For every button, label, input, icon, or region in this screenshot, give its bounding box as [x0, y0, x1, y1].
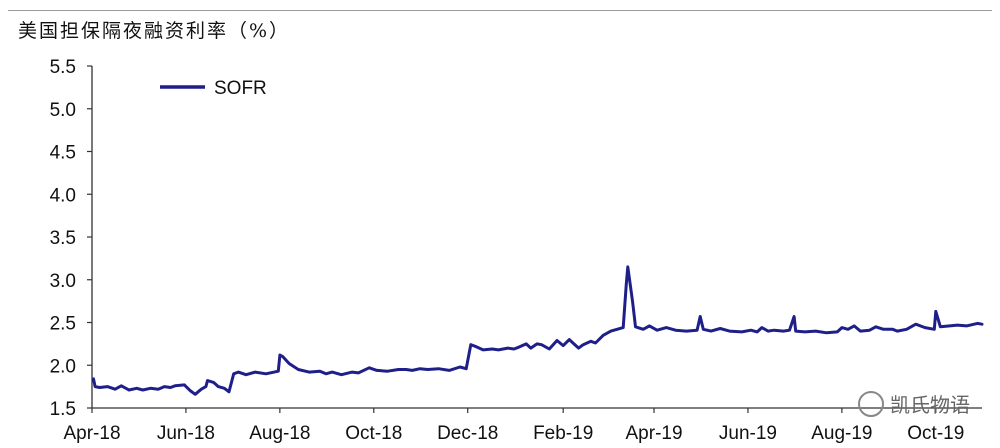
- x-tick-label: Dec-18: [437, 423, 498, 444]
- y-tick-label: 5.5: [50, 57, 76, 78]
- watermark-text: 凯氏物语: [890, 393, 970, 417]
- y-tick-label: 1.5: [50, 399, 76, 420]
- x-tick-label: Apr-18: [63, 423, 120, 444]
- wechat-icon: [858, 390, 884, 417]
- x-tick-label: Jun-18: [157, 423, 215, 444]
- x-tick-label: Oct-19: [907, 423, 964, 444]
- y-tick-label: 5.0: [50, 100, 76, 121]
- watermark: 凯氏物语: [858, 389, 970, 418]
- y-tick-label: 4.0: [50, 185, 76, 206]
- top-rule: [8, 10, 992, 11]
- y-tick-label: 2.0: [50, 356, 76, 377]
- x-tick-label: Aug-19: [811, 423, 872, 444]
- legend-label: SOFR: [214, 78, 267, 99]
- y-tick-label: 3.5: [50, 228, 76, 249]
- x-tick-label: Jun-19: [719, 423, 777, 444]
- x-tick-label: Apr-19: [626, 423, 683, 444]
- x-tick-label: Oct-18: [345, 423, 402, 444]
- x-tick-label: Aug-18: [249, 423, 310, 444]
- y-tick-label: 3.0: [50, 271, 76, 292]
- y-tick-label: 2.5: [50, 314, 76, 335]
- chart-title: 美国担保隔夜融资利率（%）: [18, 20, 291, 42]
- series-line-sofr: [92, 265, 984, 396]
- y-tick-label: 4.5: [50, 143, 76, 164]
- x-tick-label: Feb-19: [533, 423, 593, 444]
